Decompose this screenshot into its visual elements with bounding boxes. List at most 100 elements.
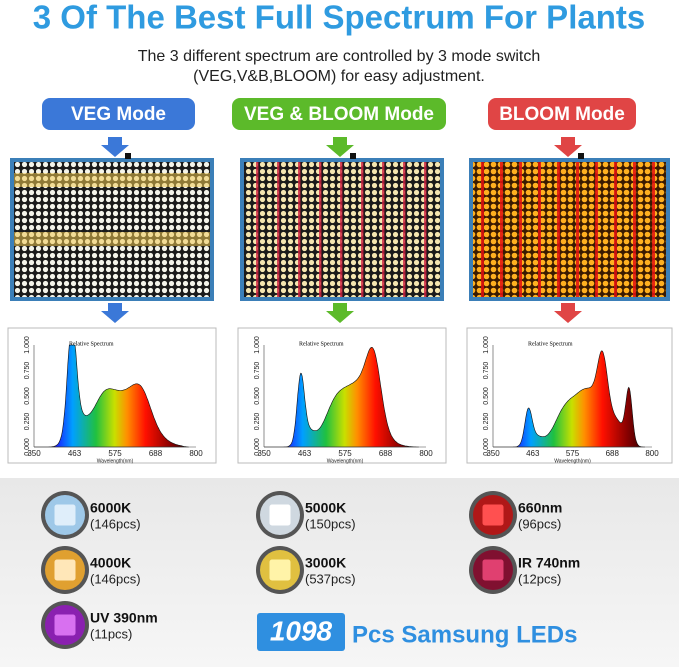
spectrum-title: Relative Spectrum: [69, 341, 114, 347]
total-number: 1098: [270, 615, 333, 646]
red-col: [595, 162, 598, 297]
red-col: [403, 162, 406, 297]
mode-badge: [232, 98, 446, 130]
led-count: (150pcs): [305, 516, 356, 531]
led-chip: [53, 503, 77, 527]
led-count: (146pcs): [90, 516, 141, 531]
y-tick-label: 1.000: [483, 336, 490, 354]
total-label: Pcs Samsung LEDs: [352, 621, 577, 648]
x-tick-label: 800: [419, 449, 433, 458]
y-tick-label: 0.000: [254, 438, 261, 456]
arrow: [554, 137, 582, 157]
red-col: [614, 162, 617, 297]
spectrum-curve: [264, 346, 419, 448]
x-tick-label: 688: [606, 449, 620, 458]
switch: [578, 153, 584, 159]
led-name: 4000K: [90, 555, 131, 571]
led-count: (12pcs): [518, 571, 561, 586]
x-axis-label: Wavelength(nm): [97, 458, 134, 464]
mode-label: BLOOM Mode: [499, 104, 625, 125]
switch: [125, 153, 131, 159]
subtitle: The 3 different spectrum are controlled …: [138, 48, 541, 65]
mode-badge: [488, 98, 636, 130]
x-tick-label: 800: [645, 449, 659, 458]
y-tick-label: 0.000: [24, 438, 31, 456]
led-chip: [481, 558, 505, 582]
mode-label: VEG Mode: [71, 104, 166, 125]
x-axis-label: Wavelength(nm): [327, 458, 364, 464]
red-col: [340, 162, 343, 297]
x-tick-label: 800: [189, 449, 203, 458]
arrow: [326, 137, 354, 157]
title: 3 Of The Best Full Spectrum For Plants: [33, 0, 645, 36]
led-chip: [268, 558, 292, 582]
switch: [350, 153, 356, 159]
red-col: [557, 162, 560, 297]
led-chip: [53, 558, 77, 582]
red-col: [500, 162, 503, 297]
mode-badge: [42, 98, 195, 130]
spectrum-title: Relative Spectrum: [299, 341, 344, 347]
red-col: [319, 162, 322, 297]
x-tick-label: 463: [68, 449, 82, 458]
arrow: [101, 137, 129, 157]
red-col: [361, 162, 364, 297]
red-col: [277, 162, 280, 297]
spectrum-curve: [493, 350, 645, 448]
y-tick-label: 0.500: [254, 387, 261, 405]
led-name: IR 740nm: [518, 555, 580, 571]
spectrum-curve: [34, 344, 189, 448]
y-tick-label: 0.500: [483, 387, 490, 405]
led-chip: [53, 613, 77, 637]
led-count: (11pcs): [90, 626, 132, 641]
y-tick-label: 0.500: [24, 387, 31, 405]
red-col: [298, 162, 301, 297]
y-tick-label: 1.000: [254, 336, 261, 354]
x-tick-label: 575: [338, 449, 352, 458]
x-tick-label: 350: [486, 449, 500, 458]
led-chip: [268, 503, 292, 527]
x-tick-label: 350: [27, 449, 41, 458]
led-name: 5000K: [305, 500, 346, 516]
x-tick-label: 688: [379, 449, 393, 458]
y-tick-label: 1.000: [24, 336, 31, 354]
red-col: [519, 162, 522, 297]
led-count: (146pcs): [90, 571, 141, 586]
red-col: [633, 162, 636, 297]
y-tick-label: 0.750: [24, 362, 31, 380]
led-name: 660nm: [518, 500, 562, 516]
led-name: UV 390nm: [90, 610, 158, 626]
arrow: [101, 303, 129, 323]
led-count: (96pcs): [518, 516, 561, 531]
y-tick-label: 0.250: [483, 413, 490, 431]
mode-label: VEG & BLOOM Mode: [244, 104, 434, 125]
x-tick-label: 575: [566, 449, 580, 458]
led-chip: [481, 503, 505, 527]
total-badge: [257, 613, 345, 651]
red-col: [481, 162, 484, 297]
subtitle: (VEG,V&B,BLOOM) for easy adjustment.: [193, 68, 485, 85]
arrow: [554, 303, 582, 323]
led-count: (537pcs): [305, 571, 356, 586]
x-axis-label: Wavelength(nm): [554, 458, 591, 464]
y-tick-label: 0.250: [24, 413, 31, 431]
red-col: [256, 162, 259, 297]
y-tick-label: 0.750: [483, 362, 490, 380]
x-tick-label: 463: [298, 449, 312, 458]
red-col: [538, 162, 541, 297]
y-tick-label: 0.750: [254, 362, 261, 380]
x-tick-label: 350: [257, 449, 271, 458]
led-name: 6000K: [90, 500, 131, 516]
red-col: [576, 162, 579, 297]
y-tick-label: 0.000: [483, 438, 490, 456]
red-col: [382, 162, 385, 297]
warm-row: [14, 232, 210, 246]
warm-row: [14, 173, 210, 187]
x-tick-label: 688: [149, 449, 163, 458]
led-name: 3000K: [305, 555, 346, 571]
arrow: [326, 303, 354, 323]
red-col: [652, 162, 655, 297]
x-tick-label: 575: [108, 449, 122, 458]
spectrum-title: Relative Spectrum: [528, 341, 573, 347]
